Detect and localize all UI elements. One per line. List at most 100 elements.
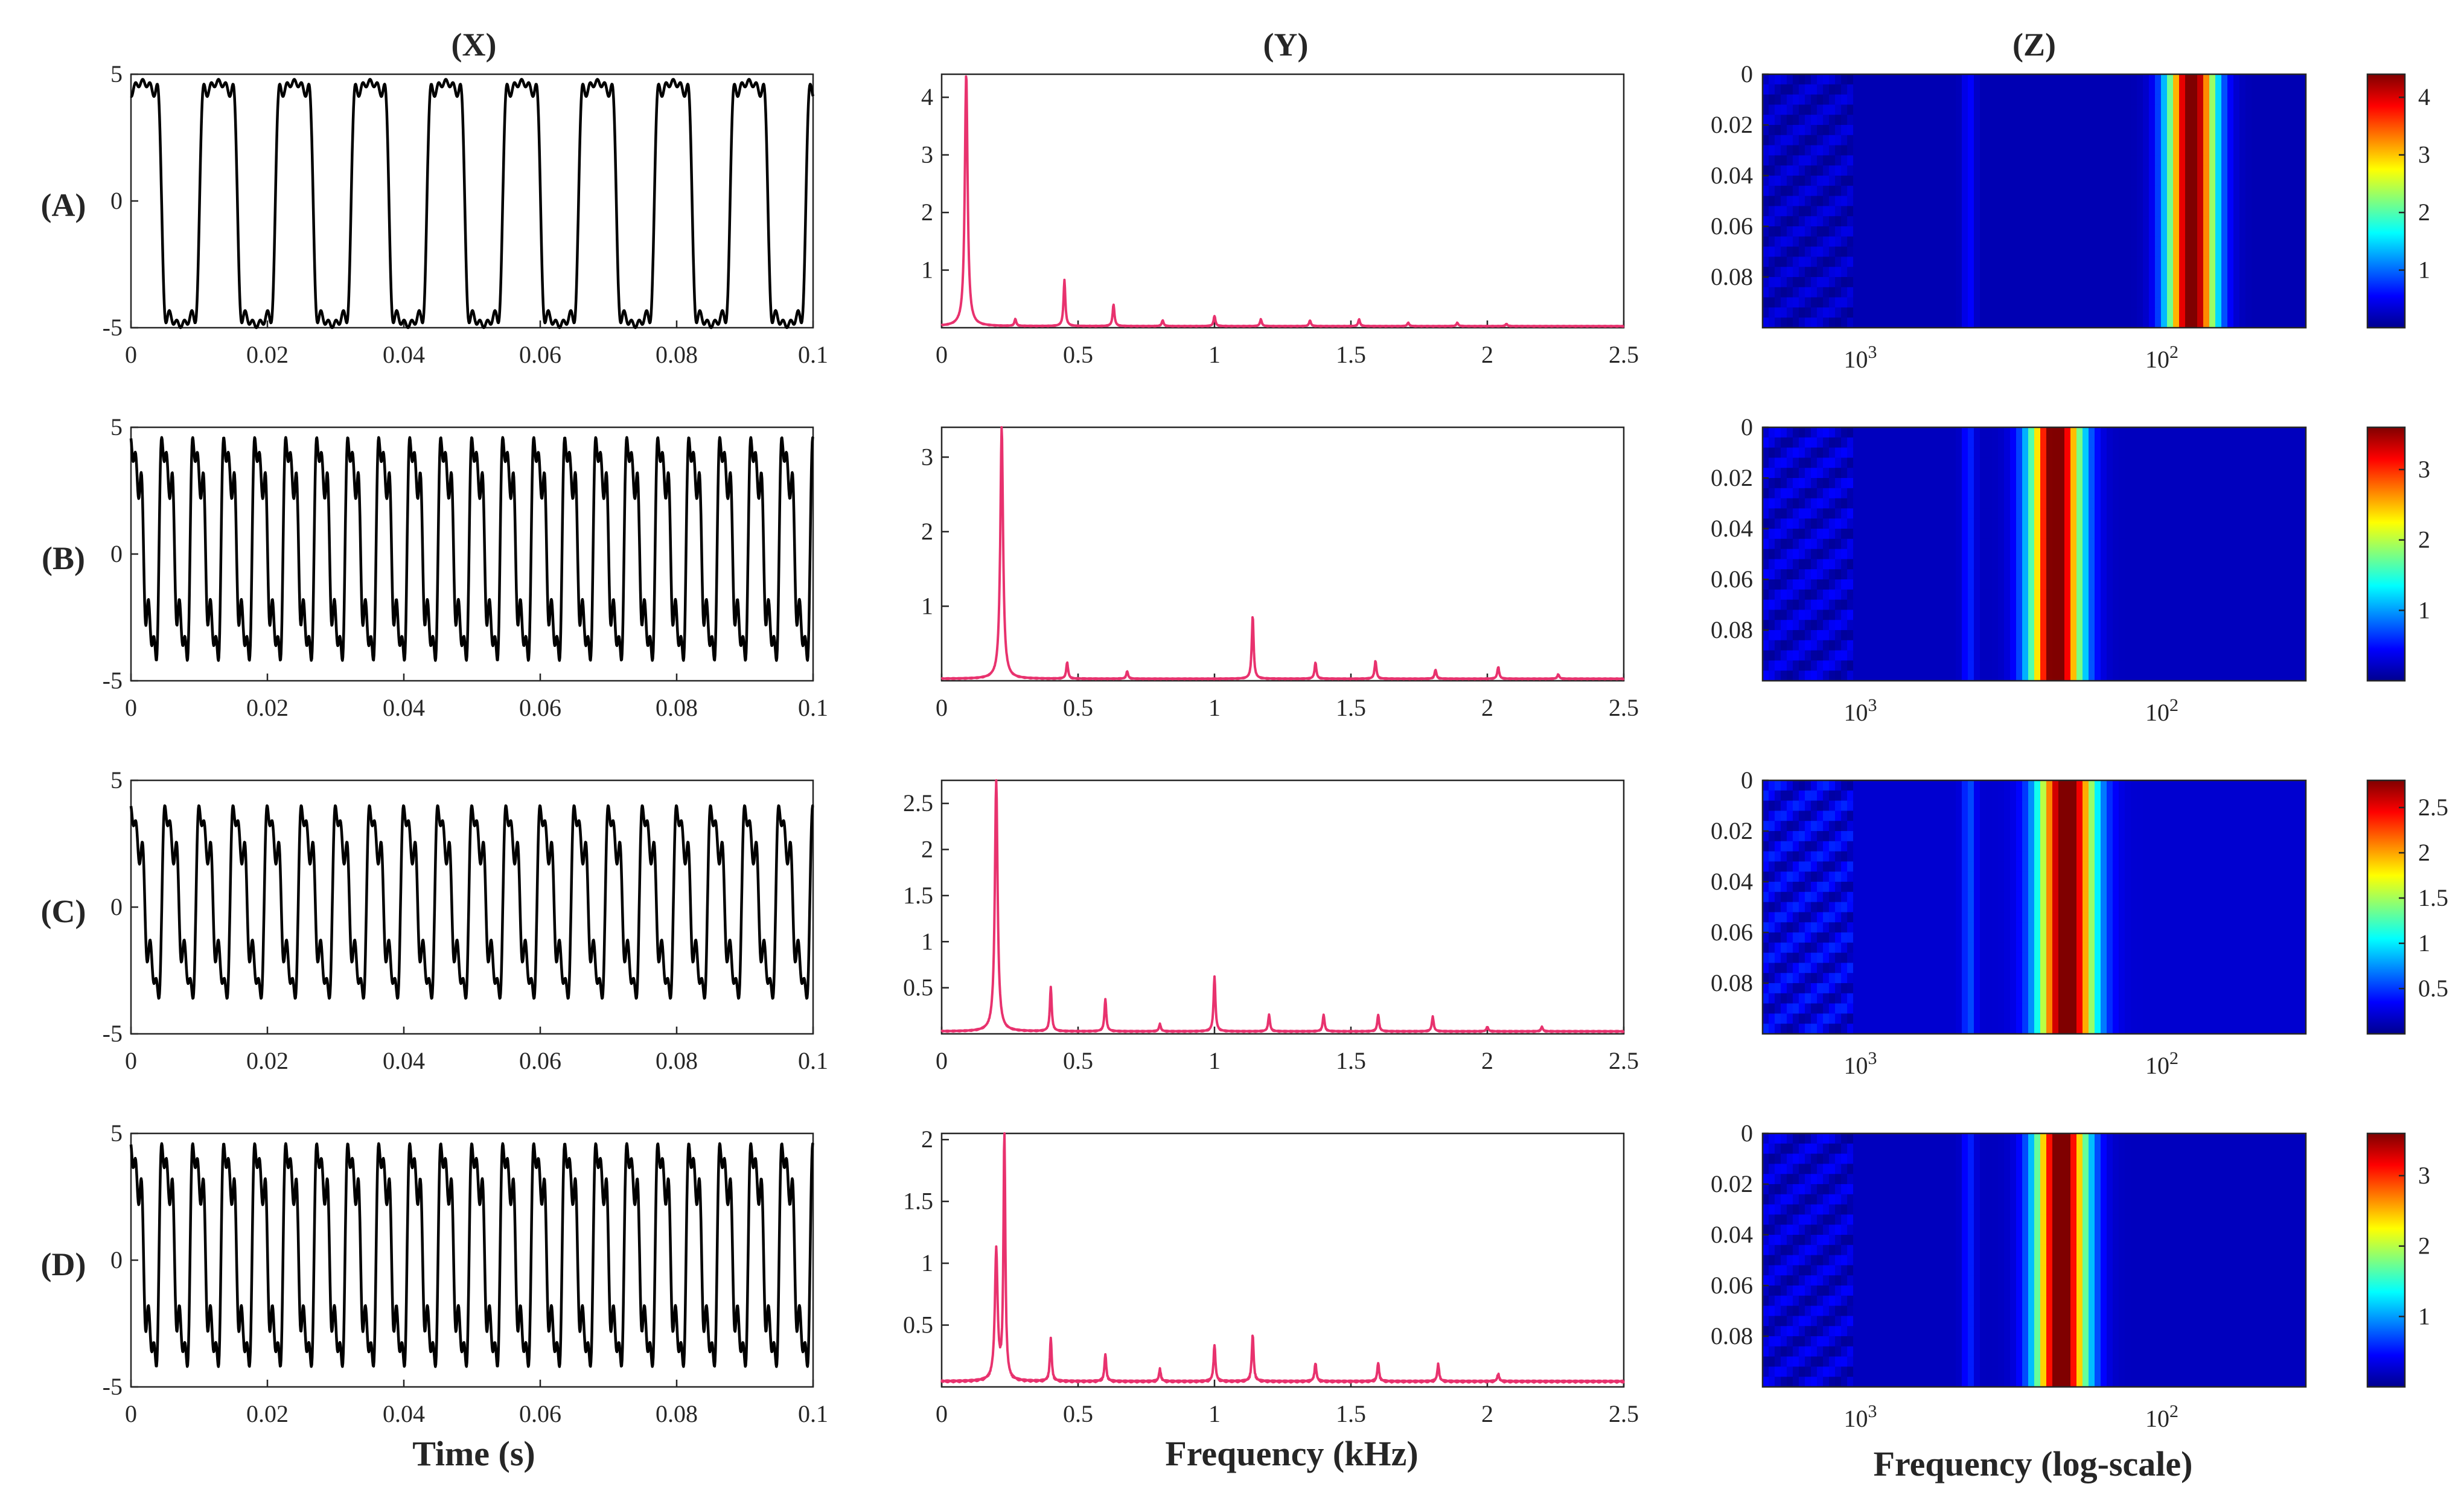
panel-a-z-heatmap-cell [2161, 115, 2168, 126]
panel-a-z-heatmap-cell [1920, 125, 1926, 136]
panel-a-z-heatmap-cell [1775, 135, 1781, 146]
panel-a-z-heatmap-cell [1956, 145, 1962, 156]
panel-b-z-heatmap-cell [2191, 640, 2198, 651]
panel-b-z-heatmap-cell [2131, 589, 2137, 601]
panel-a-z-heatmap-cell [1817, 185, 1824, 197]
panel-b-z-heatmap-cell [2161, 589, 2168, 601]
panel-a-z-heatmap-cell [2155, 246, 2162, 257]
panel-b-z-heatmap-cell [2191, 508, 2198, 519]
panel-b-z-heatmap-cell [2227, 569, 2234, 580]
panel-c-z-heatmap-cell [1793, 952, 1799, 963]
panel-a-z-heatmap-cell [1986, 104, 1993, 115]
panel-a-z-heatmap-cell [2064, 206, 2071, 217]
panel-a-z-heatmap-cell [2282, 307, 2288, 318]
panel-b-z-heatmap-cell [2209, 589, 2216, 601]
panel-a-z-heatmap-cell [1950, 176, 1956, 186]
panel-a-z-heatmap-cell [2215, 165, 2222, 176]
panel-a-z-heatmap-cell [2113, 176, 2119, 186]
panel-a-z-heatmap-cell [2040, 185, 2047, 197]
panel-b-z-heatmap-cell [2245, 559, 2252, 570]
panel-a-z-heatmap-cell [2161, 196, 2168, 206]
panel-c-z-heatmap-cell [1781, 800, 1787, 811]
panel-a-z-heatmap-cell [1781, 104, 1787, 115]
panel-a-z-heatmap-cell [1787, 135, 1793, 146]
panel-a-z-heatmap-cell [2040, 145, 2047, 156]
panel-c-z-heatmap-cell [1793, 973, 1799, 984]
panel-b-z-heatmap-cell [2028, 549, 2035, 559]
panel-c-z-heatmap-cell [1817, 780, 1824, 791]
panel-b-z-heatmap-cell [1920, 447, 1926, 458]
panel-b-z-heatmap-cell [2131, 447, 2137, 458]
panel-c-z-heatmap-cell [1817, 973, 1824, 984]
panel-a-z-heatmap-cell [2215, 74, 2222, 85]
panel-b-z-heatmap-cell [2010, 549, 2017, 559]
panel-a-z-heatmap-cell [1835, 176, 1842, 186]
panel-a-z-heatmap-cell [2185, 216, 2192, 227]
panel-a-z-heatmap-cell [1974, 307, 1980, 318]
panel-b-z-heatmap-cell [1805, 579, 1811, 590]
panel-b-z-heatmap-cell [2245, 508, 2252, 519]
panel-a-z-heatmap-cell [2221, 145, 2228, 156]
panel-c-x-xtick-label: 0.06 [519, 1047, 561, 1074]
panel-b-z-heatmap-cell [2221, 549, 2228, 559]
panel-b-z-heatmap-cell [1811, 457, 1818, 468]
panel-a-z-heatmap-cell [1913, 267, 1920, 278]
panel-a-z-heatmap-cell [2052, 246, 2059, 257]
panel-a-z-heatmap-cell [1805, 307, 1811, 318]
panel-b-z-heatmap-cell [1847, 508, 1854, 519]
panel-a-z-heatmap-cell [2294, 277, 2300, 288]
panel-a-z-heatmap-cell [2264, 216, 2270, 227]
panel-b-z-heatmap-cell [2095, 427, 2101, 438]
panel-a-z-heatmap-cell [2016, 84, 2023, 95]
panel-b-z-heatmap-cell [2040, 529, 2047, 540]
panel-b-z-heatmap-cell [1871, 518, 1878, 529]
panel-b-z-heatmap-cell [2185, 630, 2192, 641]
panel-b-z-heatmap-cell [1841, 529, 1848, 540]
panel-b-z-heatmap-cell [1962, 630, 1968, 641]
panel-c-z-heatmap-cell [1769, 800, 1775, 811]
panel-b-z-heatmap-cell [2076, 518, 2083, 529]
panel-b-z-heatmap-cell [2173, 518, 2180, 529]
panel-b-z-heatmap-cell [2125, 589, 2131, 601]
panel-b-z-heatmap-cell [2107, 640, 2113, 651]
panel-b-z-heatmap-cell [1920, 650, 1926, 661]
panel-b-z-heatmap-cell [2245, 620, 2252, 631]
panel-a-z-heatmap-cell [2270, 104, 2276, 115]
panel-a-z-heatmap-cell [2107, 216, 2113, 227]
panel-b-z-heatmap-cell [1769, 589, 1775, 601]
panel-b-z-heatmap-cell [2119, 549, 2125, 559]
panel-c-z-heatmap-cell [1781, 811, 1787, 821]
panel-b-z-heatmap-cell [1926, 569, 1932, 580]
panel-a-z-heatmap-cell [2300, 277, 2306, 288]
panel-b-y-xtick-label: 0.5 [1063, 694, 1093, 721]
panel-a-z-heatmap-cell [1962, 94, 1968, 105]
panel-a-z-heatmap-cell [1962, 165, 1968, 176]
panel-a-z-heatmap-cell [2300, 145, 2306, 156]
panel-a-z-heatmap-cell [2101, 74, 2107, 85]
panel-b-z-heatmap-cell [2113, 427, 2119, 438]
panel-b-z-heatmap-cell [1895, 488, 1902, 499]
panel-b-z-heatmap-cell [1968, 671, 1974, 681]
panel-a-z-heatmap-cell [2052, 94, 2059, 105]
panel-b-z-heatmap-cell [2276, 660, 2282, 671]
panel-b-z-heatmap-cell [2137, 457, 2143, 468]
panel-b-z-heatmap-cell [2191, 468, 2198, 479]
panel-a-z-heatmap-cell [1986, 246, 1993, 257]
panel-b-z-heatmap-cell [2052, 660, 2059, 671]
panel-b-z-heatmap-cell [1817, 427, 1824, 438]
panel-b-z-heatmap-cell [1974, 488, 1980, 499]
panel-a-z-heatmap-cell [2028, 226, 2035, 237]
panel-a-z-heatmap-cell [2010, 104, 2017, 115]
panel-a-z-heatmap-cell [1769, 84, 1775, 95]
panel-a-z-heatmap-cell [1938, 135, 1944, 146]
panel-a-z-heatmap-cell [2300, 94, 2306, 105]
panel-a-z-heatmap-cell [1956, 94, 1962, 105]
panel-a-z-heatmap-cell [2282, 176, 2288, 186]
panel-a-z-heatmap-cell [1913, 125, 1920, 136]
panel-b-z-heatmap-cell [2058, 569, 2065, 580]
panel-b-z-heatmap-cell [2288, 529, 2294, 540]
panel-a-z-heatmap-cell [2245, 196, 2252, 206]
panel-b-z-heatmap-cell [2167, 610, 2174, 620]
panel-b-z-heatmap-cell [2233, 488, 2240, 499]
panel-a-z-heatmap-cell [2083, 277, 2089, 288]
